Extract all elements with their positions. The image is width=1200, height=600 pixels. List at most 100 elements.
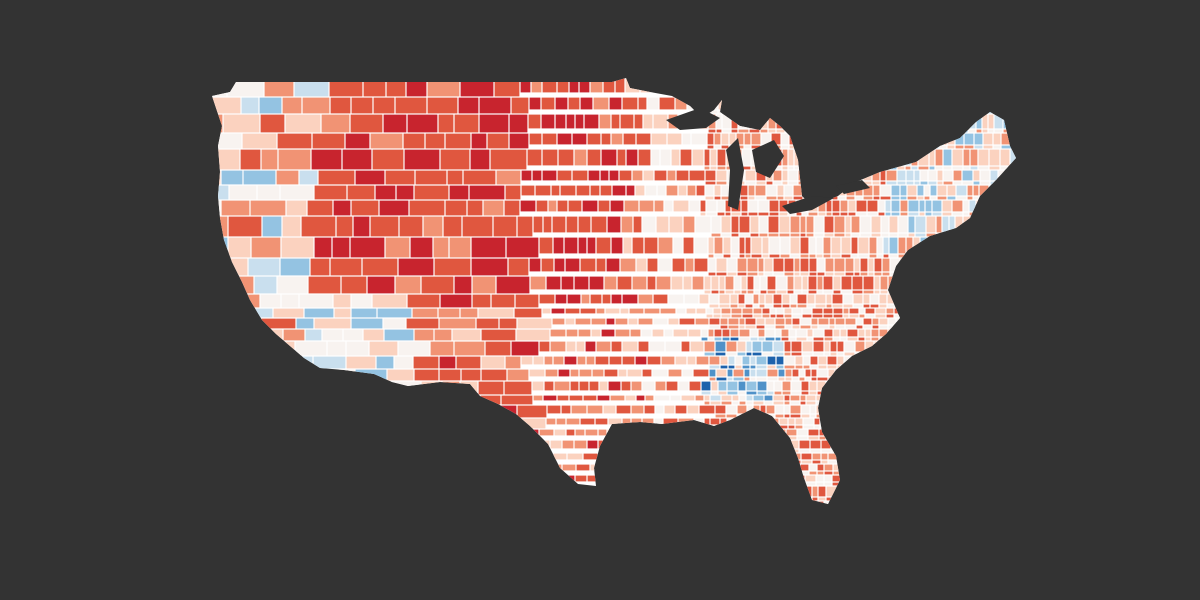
county-tile [769,200,779,212]
county-tile [821,453,828,460]
county-tile [919,290,927,294]
county-tile [304,308,334,318]
county-tile [330,258,362,276]
county-tile [952,436,961,440]
county-tile [870,377,880,381]
county-tile [821,440,831,449]
county-tile [251,237,281,258]
county-tile [840,337,847,341]
county-tile [602,294,611,304]
county-tile [937,196,947,200]
county-tile [834,233,845,237]
county-tile [226,318,242,329]
county-tile [1007,414,1016,418]
county-tile [346,356,376,369]
county-tile [1000,365,1010,369]
county-tile [478,381,504,395]
county-tile [646,475,660,482]
county-tile [375,185,396,200]
county-tile [943,166,952,170]
county-tile [731,501,742,504]
county-tile [652,369,668,377]
county-tile [632,237,644,254]
county-tile [935,114,945,129]
county-tile [731,449,739,453]
county-tile [994,200,1002,212]
county-tile [830,352,837,356]
county-tile [322,329,343,341]
county-tile [885,212,891,216]
county-tile [908,114,916,129]
county-tile [790,414,801,418]
county-tile [615,318,628,325]
county-tile [1017,111,1027,114]
county-tile [895,329,906,337]
county-tile [900,272,907,276]
county-tile [914,78,924,93]
county-tile [622,356,635,365]
county-tile [285,114,321,133]
county-tile [955,381,964,391]
county-tile [883,166,889,170]
county-tile [841,276,852,290]
county-tile [885,365,894,369]
county-tile [286,369,322,381]
county-tile [286,453,307,464]
county-tile [796,508,806,511]
county-tile [839,145,847,149]
county-tile [989,237,997,254]
county-tile [824,216,834,233]
county-tile [714,254,723,258]
county-tile [790,475,796,482]
county-tile [928,181,937,185]
county-tile [833,329,840,337]
county-tile [963,233,974,237]
county-tile [837,149,847,166]
county-tile [807,329,813,337]
county-tile [993,145,1001,149]
county-tile [903,471,914,475]
county-tile [777,93,784,97]
county-tile [851,429,857,436]
county-tile [920,381,931,391]
county-tile [1009,418,1016,425]
county-tile [748,185,755,196]
county-tile [930,475,941,482]
county-tile [893,486,903,497]
county-tile [908,308,918,314]
county-tile [359,405,380,418]
county-tile [756,318,765,325]
county-tile [990,170,998,181]
county-tile [652,453,663,460]
county-tile [966,377,977,381]
county-tile [782,391,791,395]
county-tile [638,97,647,110]
county-tile [243,170,276,185]
county-tile [379,486,396,501]
county-tile [834,216,845,233]
county-tile [531,78,542,93]
county-tile [582,200,598,212]
county-tile [568,97,580,110]
county-tile [909,294,915,304]
county-tile [345,133,370,149]
county-tile [858,497,864,501]
county-tile [765,325,775,329]
county-tile [221,170,243,185]
county-tile [736,93,743,97]
county-tile [336,216,353,237]
county-tile [776,436,786,440]
county-tile [585,429,598,436]
county-tile [736,436,743,440]
county-tile [1009,93,1015,97]
county-tile [983,314,992,318]
county-tile [638,149,651,166]
county-tile [539,341,550,352]
county-tile [370,133,403,149]
county-tile [920,237,930,254]
county-tile [837,352,844,356]
county-tile [966,97,977,110]
county-tile [729,93,736,97]
county-tile [421,276,454,294]
county-tile [727,381,738,391]
